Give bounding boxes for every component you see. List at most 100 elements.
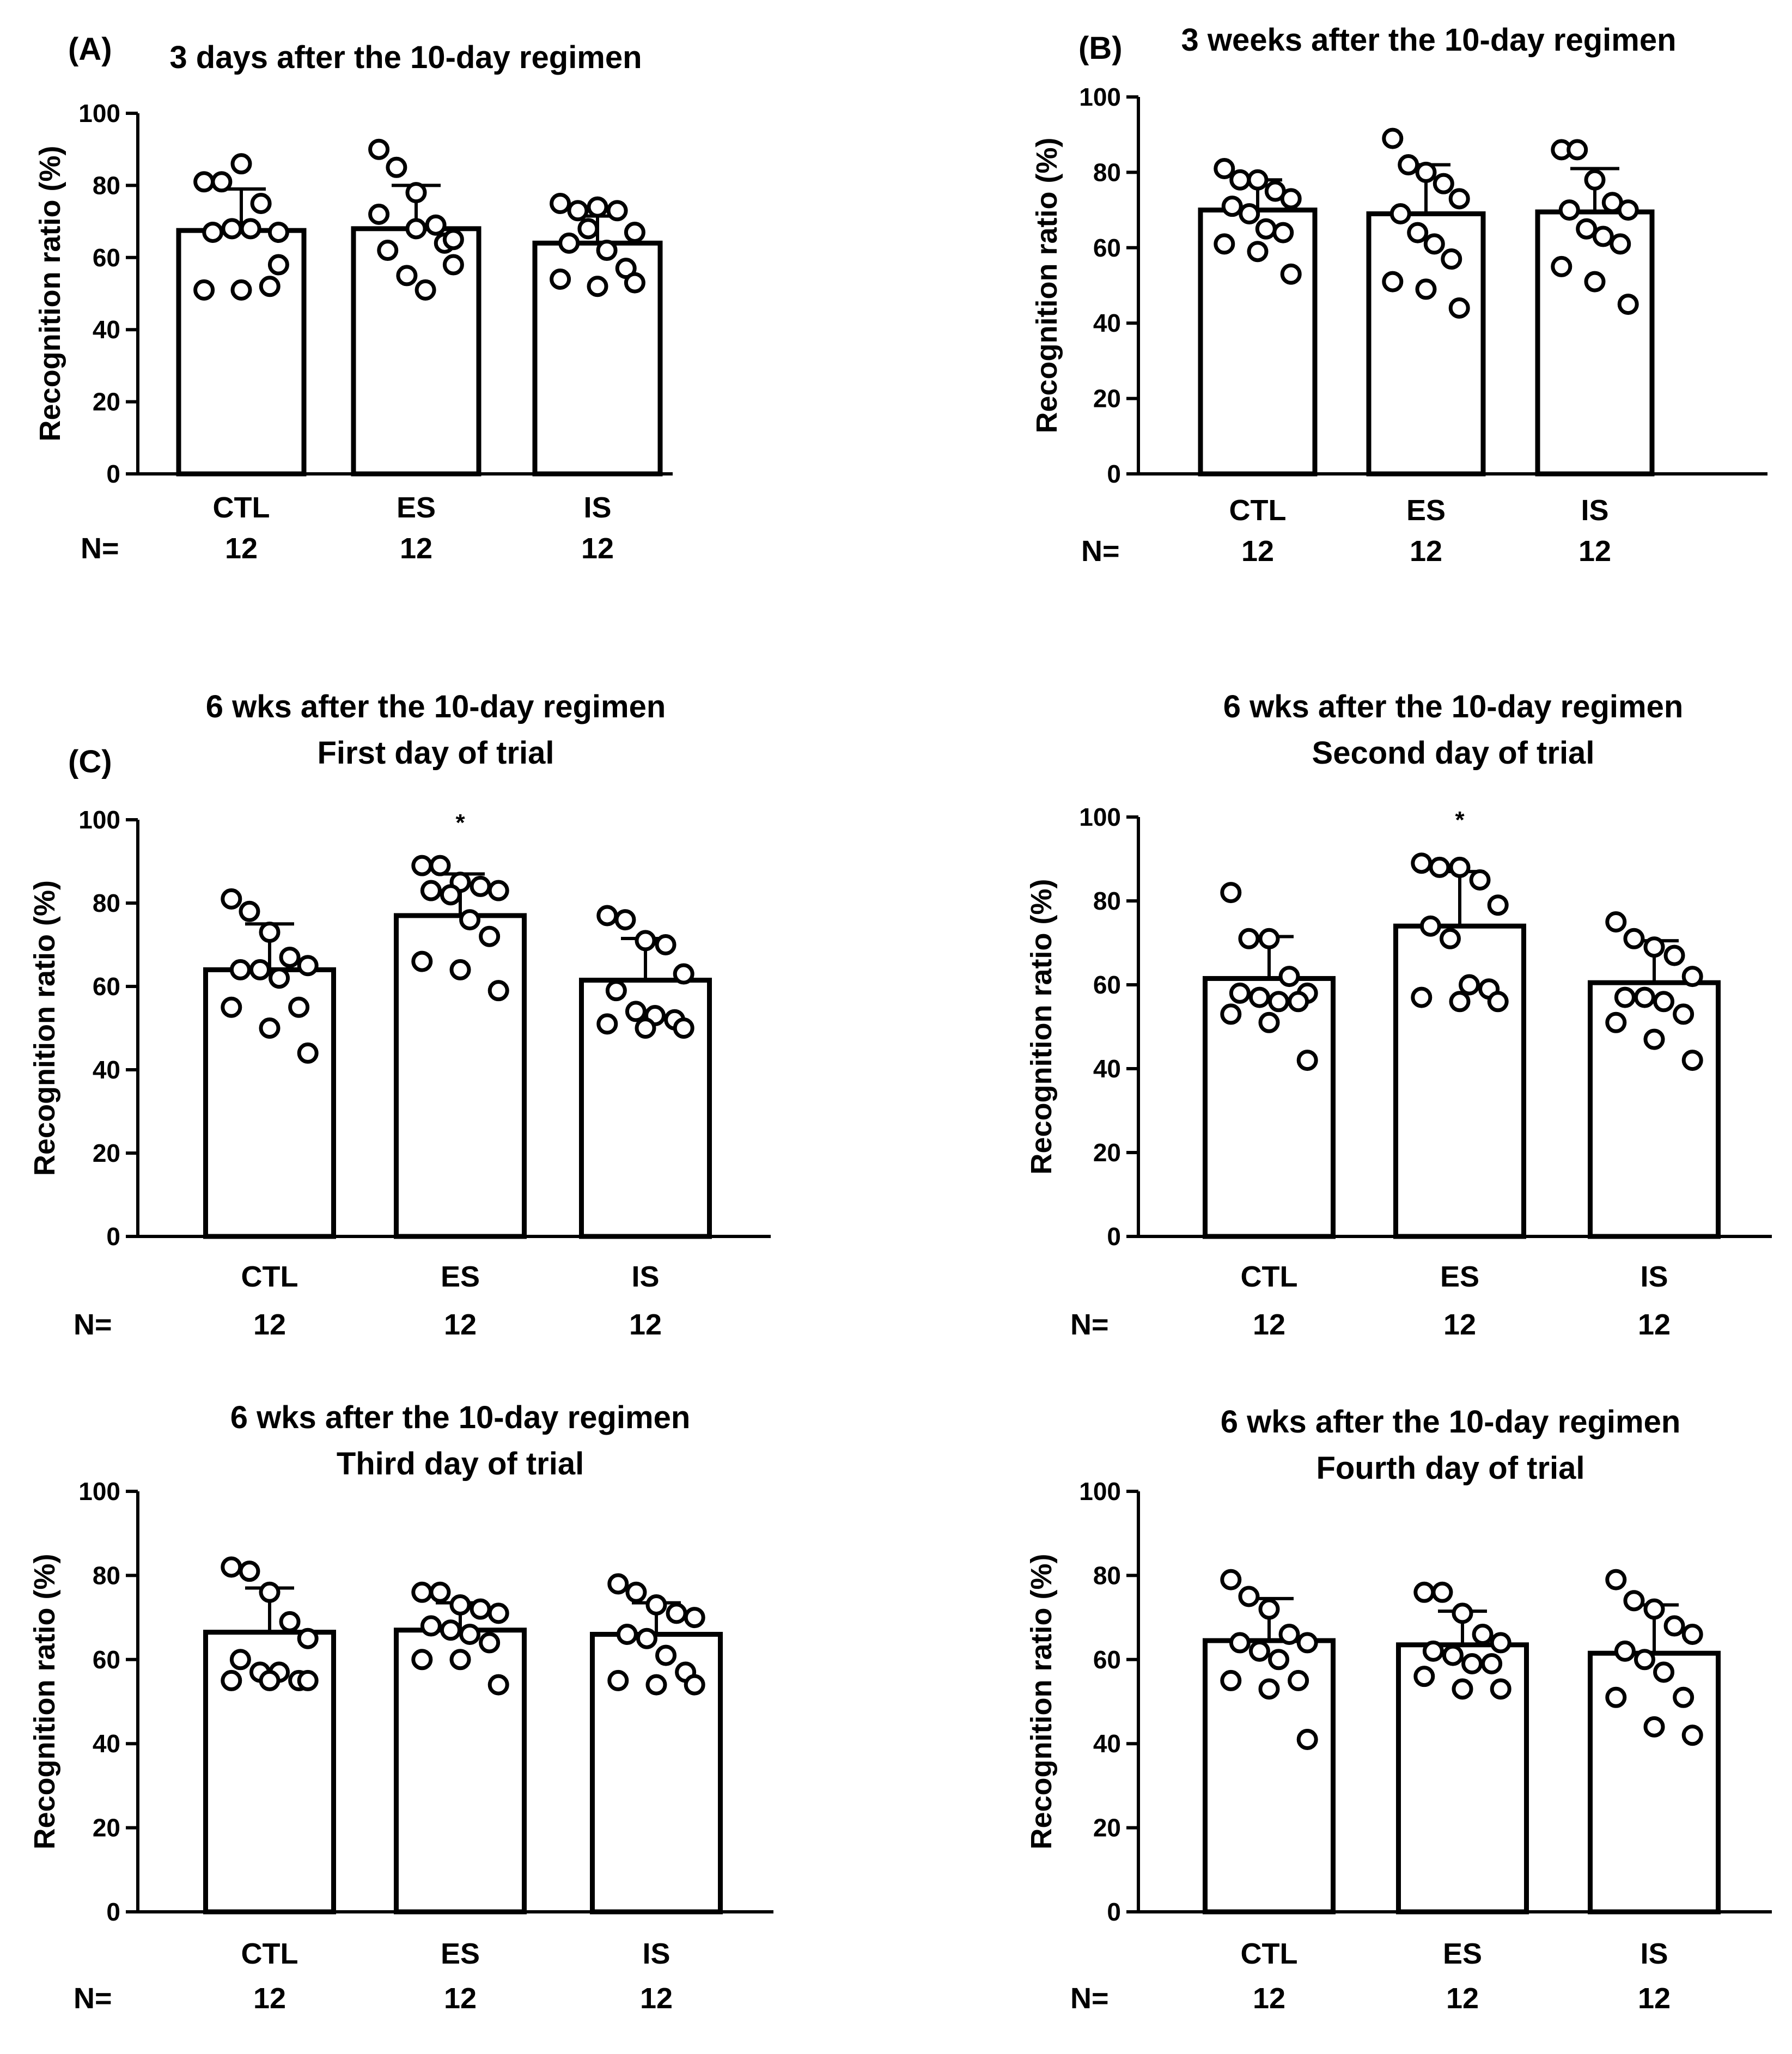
data-point xyxy=(396,265,418,287)
chart-title: 6 wks after the 10-day regimen xyxy=(1223,689,1684,724)
data-point xyxy=(221,1669,242,1691)
data-point xyxy=(1288,991,1309,1013)
data-point xyxy=(1248,986,1270,1008)
data-point xyxy=(1487,991,1509,1013)
data-point xyxy=(577,218,599,240)
data-point xyxy=(567,200,589,222)
data-point xyxy=(449,1594,471,1616)
y-tick-label: 100 xyxy=(1079,83,1121,111)
data-point xyxy=(1258,1678,1280,1700)
x-tick-label: CTL xyxy=(213,491,270,524)
y-tick-label: 80 xyxy=(93,889,120,917)
data-point xyxy=(1247,169,1269,191)
x-tick-label: ES xyxy=(1440,1260,1479,1293)
data-point xyxy=(411,1649,433,1671)
data-point xyxy=(1623,1590,1645,1612)
data-point xyxy=(1220,1569,1242,1590)
data-point xyxy=(635,930,656,952)
data-point xyxy=(1429,856,1450,878)
data-point xyxy=(411,950,433,972)
data-point xyxy=(1415,161,1437,183)
y-tick-label: 20 xyxy=(93,1814,120,1842)
x-tick-label: ES xyxy=(1406,494,1446,527)
data-point xyxy=(1296,1728,1318,1750)
data-point xyxy=(1681,966,1703,988)
data-point xyxy=(1398,154,1419,176)
data-point xyxy=(1461,1653,1483,1675)
data-point xyxy=(1681,1724,1703,1746)
data-point xyxy=(449,1649,471,1671)
data-point xyxy=(267,254,289,276)
data-point xyxy=(1584,169,1606,191)
data-point xyxy=(625,1001,647,1022)
data-point xyxy=(1413,1581,1435,1603)
data-point xyxy=(411,1581,433,1603)
data-point xyxy=(1643,936,1665,958)
x-tick-label: ES xyxy=(397,491,436,524)
data-point xyxy=(655,1644,677,1666)
data-point xyxy=(1220,1669,1242,1691)
data-point xyxy=(297,955,319,977)
data-point xyxy=(1433,173,1454,194)
n-count: 12 xyxy=(1446,1982,1479,2015)
data-point xyxy=(1633,986,1655,1008)
y-tick-label: 0 xyxy=(106,1898,120,1926)
data-point xyxy=(420,880,442,901)
data-point xyxy=(607,1573,629,1595)
n-count: 12 xyxy=(581,532,614,565)
n-count: 12 xyxy=(1638,1308,1671,1341)
n-label: N= xyxy=(74,1982,112,2015)
data-point xyxy=(429,1581,451,1603)
y-tick-label: 60 xyxy=(1093,971,1121,999)
data-point xyxy=(1411,986,1433,1008)
data-point xyxy=(211,171,233,193)
data-point xyxy=(1220,1003,1242,1025)
x-tick-label: ES xyxy=(1443,1937,1482,1970)
y-axis-label: Recognition ratio (%) xyxy=(28,1554,61,1850)
y-tick-label: 100 xyxy=(78,806,120,834)
n-count: 12 xyxy=(1578,535,1611,568)
data-point xyxy=(1472,1623,1494,1645)
data-point xyxy=(239,1561,260,1582)
data-point xyxy=(1229,982,1251,1004)
data-point xyxy=(405,218,427,240)
data-point xyxy=(249,959,271,980)
data-point xyxy=(635,1017,656,1039)
n-label: N= xyxy=(1070,1308,1109,1341)
data-point xyxy=(1214,157,1235,179)
data-point xyxy=(288,996,310,1018)
data-point xyxy=(1382,127,1404,149)
chart-panel-2: 3 weeks after the 10-day regimen (B) Recog… xyxy=(1031,22,1767,568)
data-point xyxy=(1663,944,1685,966)
data-point xyxy=(221,218,243,240)
data-point xyxy=(684,1674,705,1696)
data-point xyxy=(1681,1623,1703,1645)
data-point xyxy=(377,240,399,261)
x-tick-label: IS xyxy=(583,491,611,524)
y-tick-label: 60 xyxy=(1093,234,1121,262)
data-point xyxy=(1681,1050,1703,1071)
data-point xyxy=(1296,1050,1318,1071)
data-point xyxy=(1605,1569,1627,1590)
data-point xyxy=(1605,1686,1627,1708)
data-point xyxy=(1459,974,1480,996)
data-point xyxy=(1490,1678,1511,1700)
y-tick-label: 80 xyxy=(1093,1561,1121,1589)
data-point xyxy=(1643,1598,1665,1620)
data-point xyxy=(1407,222,1429,243)
data-point xyxy=(1229,169,1251,191)
data-point xyxy=(614,909,636,931)
y-tick-label: 0 xyxy=(106,1222,120,1251)
y-axis-label: Recognition ratio (%) xyxy=(1025,1554,1058,1850)
data-point xyxy=(1567,139,1588,161)
y-tick-label: 20 xyxy=(1093,1138,1121,1167)
y-axis-label: Recognition ratio (%) xyxy=(1025,879,1058,1175)
y-tick-label: 40 xyxy=(1093,309,1121,337)
data-point xyxy=(259,1669,281,1691)
significance-marker: * xyxy=(1455,807,1465,833)
panel-label: (C) xyxy=(68,744,112,779)
data-point xyxy=(645,1594,667,1616)
data-point xyxy=(230,279,252,301)
data-point xyxy=(250,193,272,214)
data-point xyxy=(1448,297,1470,319)
